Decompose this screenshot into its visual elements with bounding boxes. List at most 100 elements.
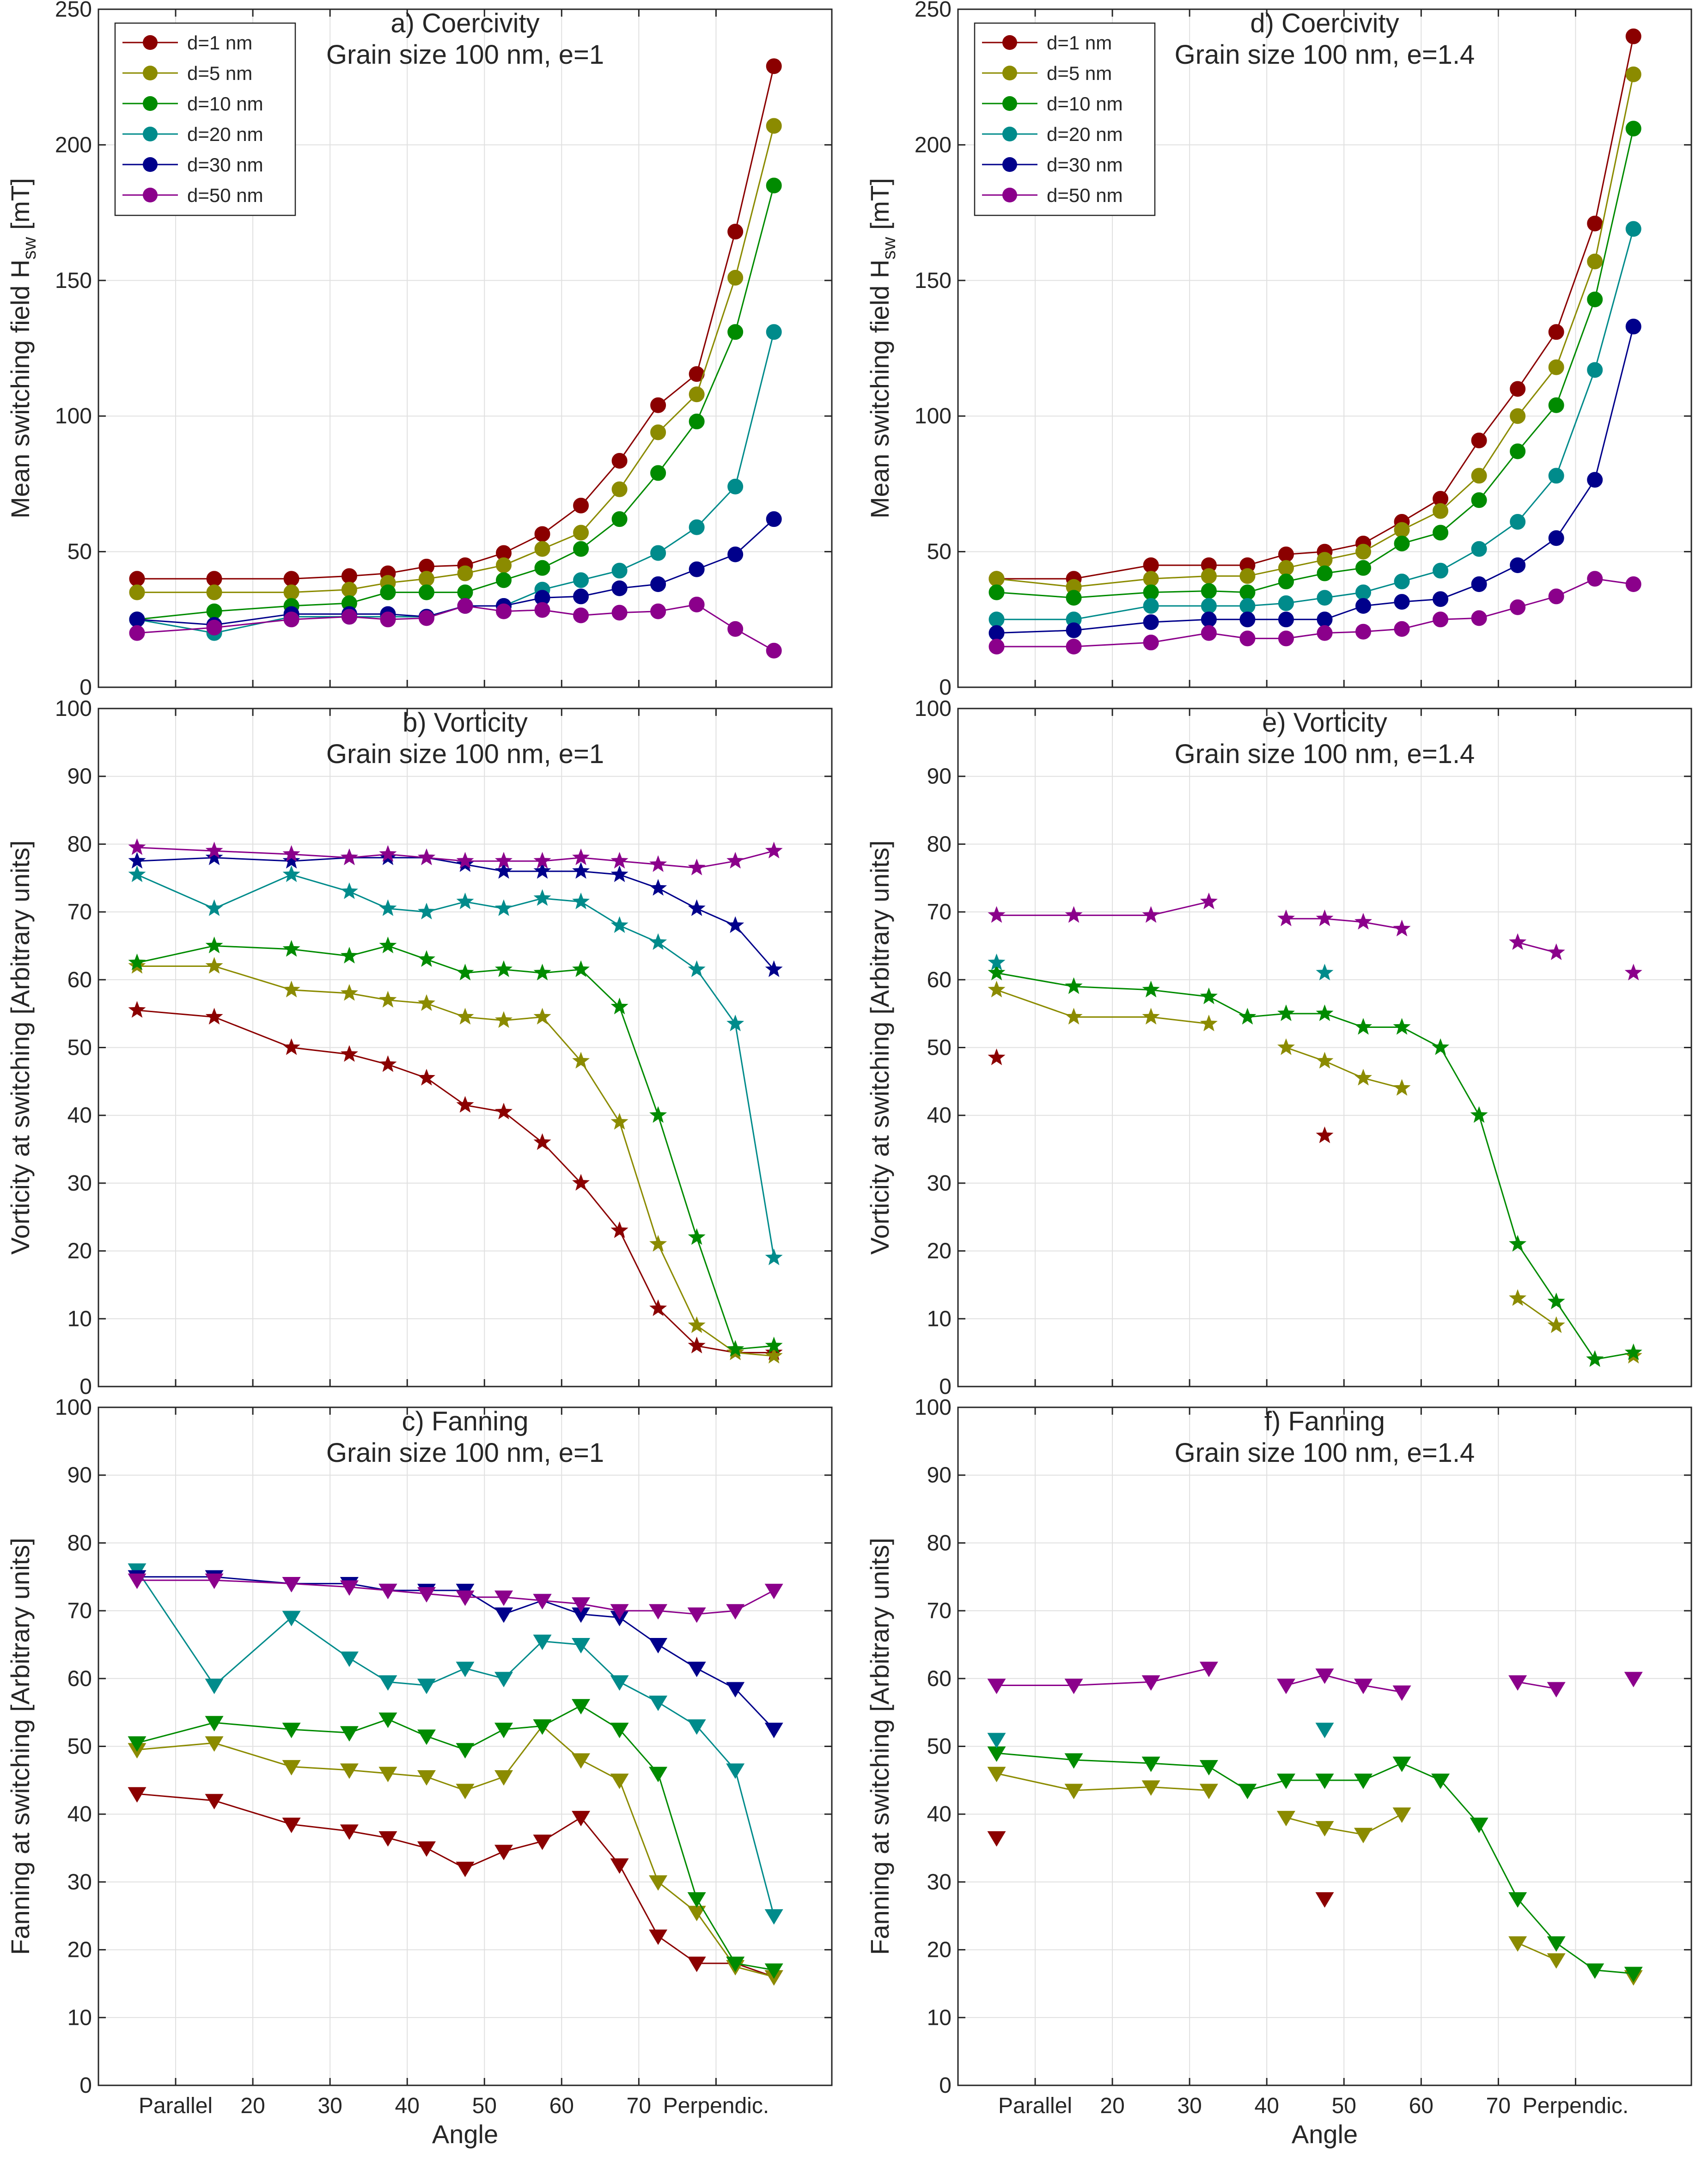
data-point (610, 997, 628, 1014)
series-line-segment (1363, 1684, 1402, 1693)
legend-marker (1002, 35, 1017, 50)
x-axis-label: Angle (432, 2120, 498, 2149)
data-point (765, 842, 783, 859)
data-point (282, 1038, 300, 1055)
y-tick-label: 200 (55, 133, 92, 157)
data-point (1587, 253, 1603, 269)
data-point (495, 899, 512, 916)
data-point (1200, 987, 1218, 1004)
y-axis-label: Mean switching field Hsw [mT] (6, 178, 40, 519)
data-point (573, 572, 589, 588)
y-tick-label: 10 (67, 2005, 92, 2030)
series-line-segment (503, 1111, 543, 1143)
data-point (1316, 1126, 1334, 1143)
data-point (418, 994, 435, 1011)
data-point (650, 424, 666, 440)
series-line-segment (291, 589, 349, 593)
y-tick-label: 40 (67, 1103, 92, 1128)
data-point (495, 960, 512, 977)
legend-entry: d=10 nm (187, 93, 263, 115)
data-point (1315, 1668, 1334, 1684)
series-d10 (128, 1699, 783, 1979)
series-line-segment (349, 1830, 388, 1839)
data-point (1587, 362, 1603, 378)
data-point (610, 852, 628, 869)
series-line-segment (1478, 451, 1519, 501)
series-line-segment (619, 860, 659, 865)
data-point (494, 1723, 513, 1738)
series-line-segment (137, 1722, 214, 1744)
data-point (1394, 594, 1410, 610)
data-point (1392, 1807, 1411, 1823)
data-point (495, 852, 512, 869)
data-point (1394, 522, 1410, 538)
series-line-segment (465, 1016, 504, 1021)
series-line-segment (1556, 369, 1596, 476)
series-line-segment (214, 850, 292, 855)
data-point (650, 545, 666, 561)
y-tick-label: 50 (67, 1036, 92, 1060)
data-point (987, 1746, 1006, 1762)
data-point (1201, 611, 1217, 628)
data-point (380, 611, 396, 628)
data-point (1625, 28, 1641, 44)
data-point (495, 1102, 512, 1119)
series-line-segment (1440, 499, 1480, 533)
data-point (765, 960, 783, 977)
data-point (1586, 1350, 1604, 1367)
data-point (417, 1841, 436, 1857)
data-point (1548, 468, 1564, 484)
data-point (988, 953, 1006, 971)
y-tick-label: 30 (67, 1870, 92, 1894)
data-point (1393, 1018, 1411, 1035)
series-d20 (988, 953, 1334, 981)
data-point (726, 1682, 745, 1698)
y-tick-label: 30 (927, 1870, 952, 1894)
data-point (572, 848, 590, 865)
data-point (1142, 1008, 1160, 1025)
y-tick-label: 30 (927, 1171, 952, 1196)
data-point (572, 1173, 590, 1191)
data-point (1143, 598, 1159, 614)
series-line-segment (291, 616, 349, 620)
data-point (572, 1699, 591, 1715)
data-point (1508, 1936, 1527, 1952)
data-point (1064, 1679, 1083, 1694)
data-point (1239, 568, 1256, 584)
series-line-segment (996, 629, 1074, 634)
data-point (494, 1590, 513, 1606)
data-point (379, 845, 397, 862)
data-point (572, 892, 590, 910)
data-point (282, 1577, 301, 1593)
x-tick-label: Perpendic. (663, 2094, 769, 2118)
series-d20 (128, 865, 783, 1265)
data-point (418, 950, 435, 967)
y-tick-label: 50 (67, 540, 92, 564)
data-point (1587, 472, 1603, 488)
data-point (128, 953, 146, 971)
data-point (572, 1753, 591, 1769)
data-point (1354, 1827, 1373, 1844)
series-line-segment (426, 1593, 465, 1598)
y-tick-label: 60 (927, 968, 952, 992)
data-point (610, 1221, 628, 1238)
data-point (1433, 591, 1449, 607)
series-line-segment (658, 1308, 697, 1347)
series-line-segment (735, 519, 775, 555)
data-point (205, 842, 223, 859)
data-point (1143, 571, 1159, 587)
data-point (379, 990, 397, 1008)
x-tick-label: 40 (1255, 2094, 1279, 2118)
data-point (128, 1001, 146, 1018)
series-line-segment (1517, 538, 1557, 566)
chart-f: 0 10 20 30 40 50 60 70 80 90 100 Parallel 20 30 40 50 60… (865, 1395, 1692, 2149)
series-line-segment (1594, 74, 1635, 262)
data-point (533, 1008, 551, 1025)
data-point (727, 324, 744, 340)
data-point (1142, 980, 1160, 997)
series-line-segment (1594, 128, 1635, 300)
data-point (727, 546, 744, 562)
data-point (766, 177, 782, 194)
data-point (1547, 1682, 1566, 1698)
data-point (649, 1299, 667, 1316)
